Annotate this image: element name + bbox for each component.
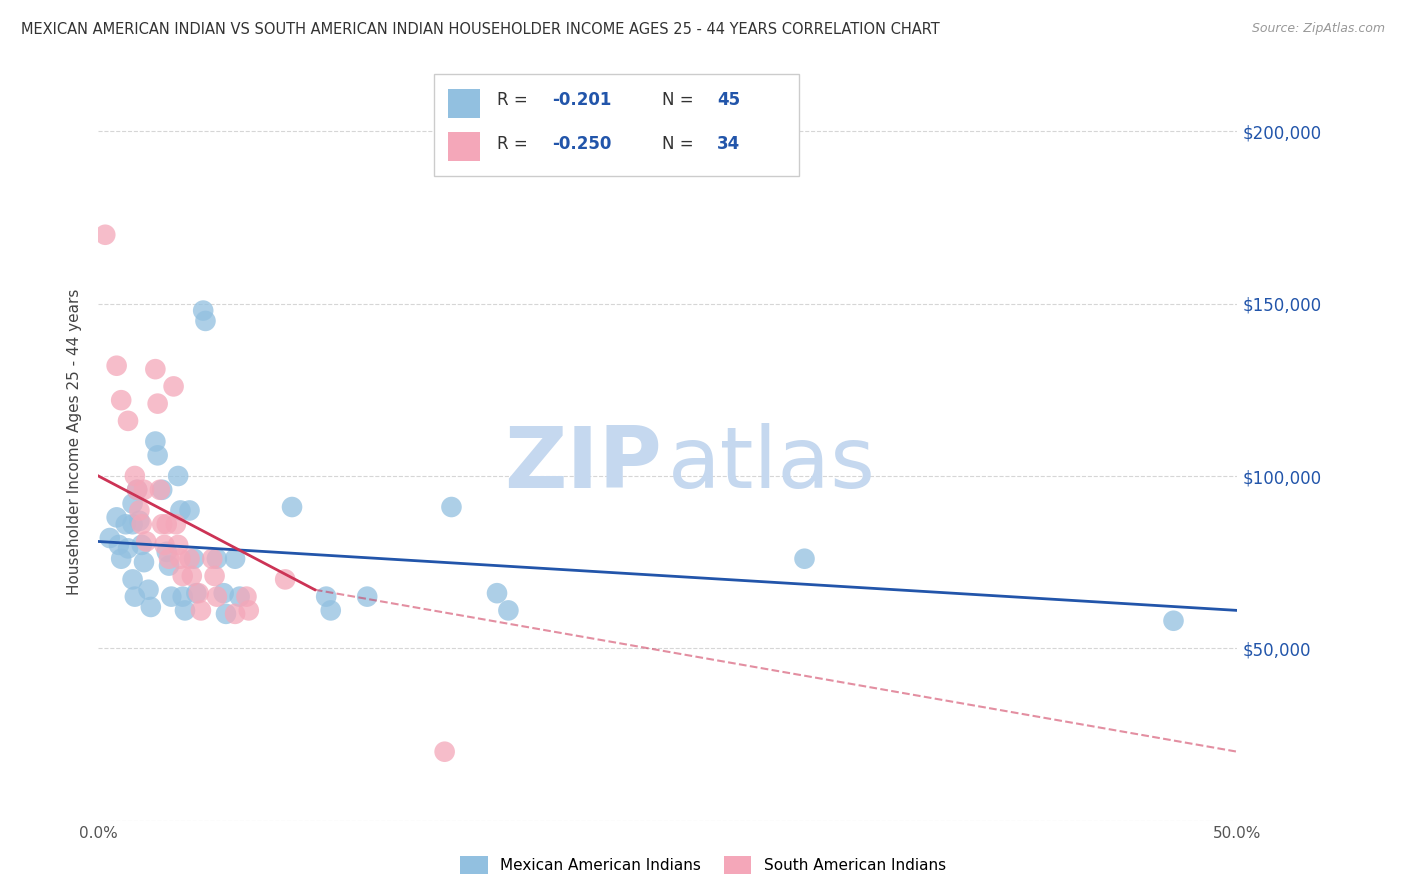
- Text: -0.250: -0.250: [551, 135, 612, 153]
- Point: [124, 590, 146, 604]
- Point: [145, 434, 167, 449]
- Point: [315, 590, 337, 604]
- Point: [114, 517, 136, 532]
- Point: [131, 538, 153, 552]
- Point: [138, 582, 160, 597]
- Point: [201, 551, 224, 566]
- Point: [169, 503, 191, 517]
- Text: 45: 45: [717, 91, 740, 110]
- Text: -0.201: -0.201: [551, 91, 612, 110]
- Point: [235, 590, 257, 604]
- Point: [150, 483, 173, 497]
- FancyBboxPatch shape: [449, 89, 479, 118]
- Point: [146, 396, 169, 410]
- Point: [156, 517, 179, 532]
- Point: [131, 517, 153, 532]
- Point: [172, 569, 194, 583]
- Point: [205, 551, 228, 566]
- Text: R =: R =: [498, 135, 533, 153]
- Point: [179, 503, 201, 517]
- Point: [183, 551, 205, 566]
- Point: [149, 483, 172, 497]
- Point: [150, 517, 173, 532]
- Point: [793, 551, 815, 566]
- Point: [194, 314, 217, 328]
- Point: [132, 483, 155, 497]
- Point: [167, 538, 190, 552]
- Point: [274, 573, 297, 587]
- Point: [139, 599, 162, 614]
- Point: [94, 227, 117, 242]
- Point: [110, 551, 132, 566]
- Point: [156, 545, 179, 559]
- Point: [172, 590, 194, 604]
- Point: [498, 603, 520, 617]
- Text: 34: 34: [717, 135, 740, 153]
- Y-axis label: Householder Income Ages 25 - 44 years: Householder Income Ages 25 - 44 years: [67, 288, 83, 595]
- FancyBboxPatch shape: [434, 74, 799, 177]
- Point: [157, 558, 180, 573]
- Point: [1163, 614, 1185, 628]
- Point: [162, 379, 184, 393]
- FancyBboxPatch shape: [449, 132, 479, 161]
- Point: [128, 514, 150, 528]
- Point: [193, 303, 215, 318]
- Text: N =: N =: [662, 91, 699, 110]
- Text: atlas: atlas: [668, 423, 876, 506]
- Point: [319, 603, 342, 617]
- Point: [228, 590, 250, 604]
- Point: [105, 359, 128, 373]
- Point: [121, 497, 143, 511]
- Point: [128, 503, 150, 517]
- Point: [174, 603, 197, 617]
- Point: [117, 414, 139, 428]
- Point: [215, 607, 238, 621]
- Point: [108, 538, 131, 552]
- Point: [356, 590, 378, 604]
- Text: R =: R =: [498, 91, 533, 110]
- Point: [180, 569, 202, 583]
- Point: [440, 500, 463, 514]
- Point: [160, 590, 183, 604]
- Point: [167, 469, 190, 483]
- Point: [157, 551, 180, 566]
- Text: Source: ZipAtlas.com: Source: ZipAtlas.com: [1251, 22, 1385, 36]
- Point: [187, 586, 209, 600]
- Point: [212, 586, 235, 600]
- Point: [153, 538, 176, 552]
- Point: [204, 569, 226, 583]
- Point: [105, 510, 128, 524]
- Point: [238, 603, 260, 617]
- Point: [281, 500, 304, 514]
- Point: [121, 573, 143, 587]
- Legend: Mexican American Indians, South American Indians: Mexican American Indians, South American…: [454, 850, 952, 880]
- Point: [121, 517, 143, 532]
- Point: [124, 469, 146, 483]
- Point: [224, 607, 246, 621]
- Point: [186, 586, 208, 600]
- Text: N =: N =: [662, 135, 699, 153]
- Text: MEXICAN AMERICAN INDIAN VS SOUTH AMERICAN INDIAN HOUSEHOLDER INCOME AGES 25 - 44: MEXICAN AMERICAN INDIAN VS SOUTH AMERICA…: [21, 22, 939, 37]
- Point: [117, 541, 139, 556]
- Point: [169, 551, 191, 566]
- Point: [165, 517, 187, 532]
- Point: [127, 483, 149, 497]
- Point: [224, 551, 246, 566]
- Text: ZIP: ZIP: [505, 423, 662, 506]
- Point: [433, 745, 456, 759]
- Point: [110, 393, 132, 408]
- Point: [486, 586, 509, 600]
- Point: [190, 603, 212, 617]
- Point: [146, 448, 169, 462]
- Point: [135, 534, 157, 549]
- Point: [205, 590, 228, 604]
- Point: [179, 551, 201, 566]
- Point: [145, 362, 167, 376]
- Point: [132, 555, 155, 569]
- Point: [127, 483, 149, 497]
- Point: [98, 531, 121, 545]
